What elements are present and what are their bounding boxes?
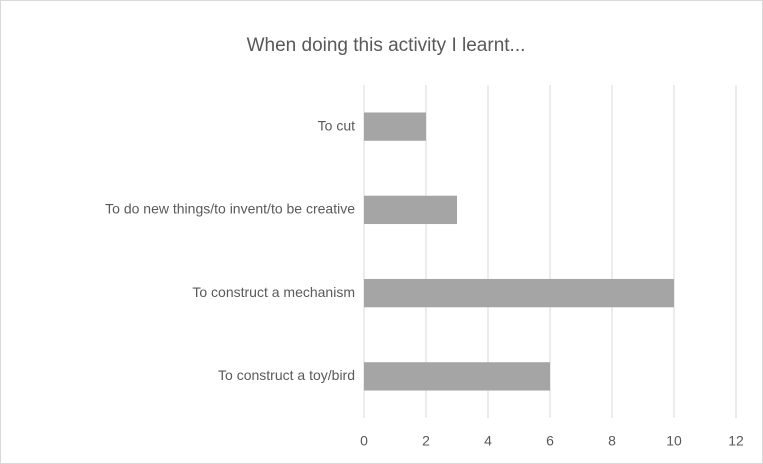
x-tick-label: 12	[728, 433, 744, 449]
x-tick-label: 0	[360, 433, 368, 449]
x-tick-label: 8	[608, 433, 616, 449]
x-tick-label: 4	[484, 433, 492, 449]
category-label: To construct a mechanism	[192, 284, 355, 300]
category-label: To do new things/to invent/to be creativ…	[105, 201, 355, 217]
bar	[364, 278, 674, 308]
x-tick-label: 6	[546, 433, 554, 449]
bar	[364, 112, 426, 141]
category-label: To cut	[318, 117, 355, 133]
chart-title: When doing this activity I learnt...	[247, 35, 526, 56]
x-tick-label: 2	[422, 433, 430, 449]
x-tick-label: 10	[666, 433, 682, 449]
bar	[364, 195, 457, 225]
bar	[364, 362, 550, 391]
category-label: To construct a toy/bird	[218, 367, 355, 383]
